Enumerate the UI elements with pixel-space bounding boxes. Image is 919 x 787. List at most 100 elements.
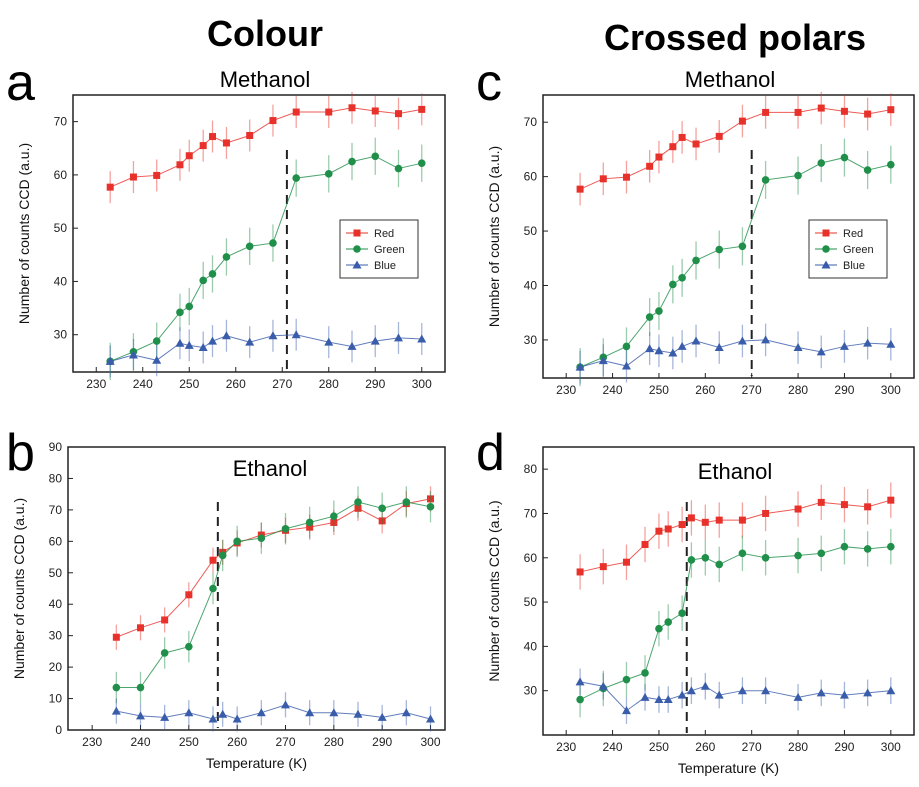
y-tick-label: 50 [49, 566, 63, 580]
data-point [417, 334, 427, 343]
data-point [268, 331, 278, 340]
data-point [668, 348, 678, 357]
y-tick-label: 60 [54, 168, 68, 182]
y-tick-label: 40 [49, 597, 63, 611]
x-tick-label: 240 [603, 740, 623, 754]
data-point [185, 591, 193, 599]
data-point [669, 280, 677, 289]
data-point [794, 171, 802, 180]
data-point [152, 337, 161, 345]
x-tick-label: 260 [695, 383, 715, 397]
data-point [654, 695, 664, 704]
data-point [622, 342, 631, 351]
data-point [817, 159, 826, 167]
data-point [129, 173, 137, 181]
panel-letter-d: d [476, 424, 505, 482]
y-tick-label: 70 [49, 503, 63, 517]
y-tick-label: 70 [54, 115, 68, 129]
x-tick-label: 230 [556, 740, 576, 754]
legend-label: Blue [374, 260, 396, 272]
data-point [692, 256, 700, 265]
y-tick-label: 40 [54, 274, 68, 288]
data-point [640, 692, 650, 701]
data-point [209, 556, 217, 564]
data-point [655, 153, 663, 161]
data-point [324, 337, 334, 346]
data-point [863, 338, 873, 347]
data-point [839, 341, 849, 350]
data-point [377, 712, 387, 721]
data-point [737, 686, 747, 695]
data-point [184, 340, 194, 349]
data-point [329, 708, 339, 717]
y-axis-label: Number of counts CCD (a.u.) [486, 500, 502, 681]
data-point [864, 110, 872, 118]
x-tick-label: 270 [272, 377, 292, 391]
x-tick-label: 240 [133, 377, 153, 391]
x-tick-label: 230 [86, 377, 106, 391]
data-point [152, 355, 162, 364]
data-point [761, 176, 770, 184]
data-point [378, 517, 386, 525]
y-tick-label: 30 [54, 328, 68, 342]
y-tick-label: 60 [49, 534, 63, 548]
x-tick-label: 240 [603, 383, 623, 397]
data-point [677, 690, 687, 699]
y-tick-label: 70 [524, 115, 538, 129]
data-point [887, 160, 895, 169]
data-point [269, 239, 277, 247]
data-point [715, 132, 723, 140]
y-axis-label: Number of counts CCD (a.u.) [486, 146, 502, 327]
plot-frame-d [542, 446, 915, 736]
plot-frame-a [72, 94, 446, 373]
data-point [715, 245, 724, 254]
x-tick-label: 230 [82, 735, 102, 749]
data-point [863, 166, 872, 174]
legend: Red Green Blue [808, 219, 888, 279]
data-point [598, 681, 608, 690]
data-point [160, 649, 169, 657]
x-tick-label: 270 [742, 383, 762, 397]
data-point [199, 276, 207, 285]
series-red [576, 91, 895, 206]
x-tick-label: 280 [319, 377, 339, 391]
data-point [840, 107, 848, 115]
data-point [208, 336, 217, 345]
series-blue [105, 318, 427, 378]
data-point [701, 553, 710, 562]
data-point [621, 706, 631, 715]
series-line [110, 107, 422, 188]
y-tick-label: 30 [49, 629, 63, 643]
data-point [663, 695, 673, 704]
data-point [292, 174, 301, 182]
x-tick-label: 260 [226, 377, 246, 391]
data-point [325, 108, 333, 116]
data-point [426, 502, 435, 511]
data-point [817, 549, 826, 558]
legend-marker [353, 245, 361, 253]
data-point [576, 695, 584, 704]
data-point [281, 700, 290, 709]
panel-a: a Methanol 230 240 250 260 270 280 290 300 30 40 50 6… [6, 54, 446, 391]
data-point [198, 342, 208, 351]
data-point [576, 568, 584, 576]
data-point [137, 624, 144, 632]
data-point [840, 501, 848, 509]
data-point [246, 131, 254, 139]
data-point [222, 139, 230, 147]
data-point [245, 242, 254, 251]
x-axis-label: Temperature (K) [678, 760, 779, 776]
data-point [762, 108, 770, 116]
y-tick-label: 10 [49, 692, 63, 706]
legend-label: Green [374, 244, 405, 256]
data-point [761, 335, 771, 344]
data-point [598, 356, 608, 365]
data-point [678, 609, 686, 617]
panel-letter-b: b [6, 424, 35, 482]
plot-frame-b [67, 446, 446, 731]
data-point [839, 690, 849, 699]
legend-label: Red [374, 228, 394, 240]
data-point [136, 711, 145, 720]
data-point [886, 339, 896, 348]
